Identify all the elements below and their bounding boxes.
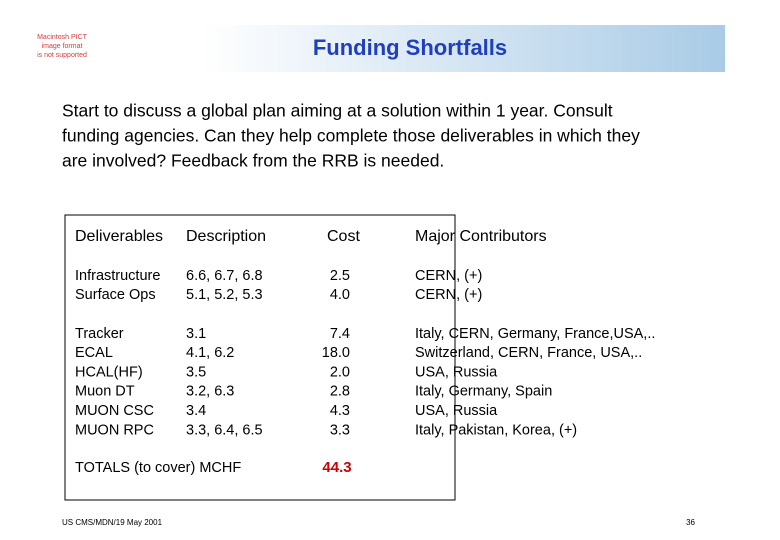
- table-cell: USA, Russia: [415, 403, 498, 419]
- table-cell: CERN, (+): [415, 287, 482, 303]
- table-cell: CERN, (+): [415, 268, 482, 284]
- table-cell: Italy, CERN, Germany, France,USA,..: [415, 326, 655, 342]
- table-cell: USA, Russia: [415, 364, 498, 380]
- table-cell: 18.0: [322, 345, 350, 361]
- table-cell: 5.1, 5.2, 5.3: [186, 287, 263, 303]
- placeholder-text: image format: [42, 43, 83, 50]
- footer-source: US CMS/MDN/19 May 2001: [62, 518, 163, 527]
- table-cell: 2.8: [330, 384, 350, 400]
- table-cell: 6.6, 6.7, 6.8: [186, 268, 263, 284]
- table-cell: 3.3, 6.4, 6.5: [186, 422, 263, 438]
- column-header: Cost: [327, 228, 360, 245]
- table-cell: 2.0: [330, 364, 350, 380]
- table-cell: 2.5: [330, 268, 350, 284]
- table-cell: Tracker: [75, 326, 124, 342]
- totals-label: TOTALS (to cover) MCHF: [75, 460, 241, 476]
- table-cell: 4.0: [330, 287, 350, 303]
- totals-value: 44.3: [322, 459, 351, 476]
- column-header: Description: [186, 228, 266, 245]
- body-line: Start to discuss a global plan aiming at…: [62, 101, 613, 121]
- table-cell: 3.4: [186, 403, 206, 419]
- table-cell: ECAL: [75, 345, 113, 361]
- table-cell: HCAL(HF): [75, 364, 143, 380]
- table-cell: 3.2, 6.3: [186, 384, 234, 400]
- table-cell: MUON CSC: [75, 403, 154, 419]
- table-cell: 3.5: [186, 364, 206, 380]
- table-cell: 7.4: [330, 326, 350, 342]
- table-cell: Surface Ops: [75, 287, 156, 303]
- title-bar: [200, 25, 725, 72]
- table-cell: 4.1, 6.2: [186, 345, 234, 361]
- table-cell: Italy, Germany, Spain: [415, 384, 552, 400]
- page-number: 36: [686, 518, 695, 527]
- title: Funding Shortfalls: [313, 35, 507, 60]
- body-line: are involved? Feedback from the RRB is n…: [62, 151, 444, 171]
- table-border: [64, 214, 456, 501]
- body-line: funding agencies. Can they help complete…: [62, 126, 640, 146]
- table-cell: 3.1: [186, 326, 206, 342]
- table-cell: Italy, Pakistan, Korea, (+): [415, 422, 577, 438]
- table-cell: MUON RPC: [75, 422, 154, 438]
- column-header: Deliverables: [75, 228, 163, 245]
- placeholder-text: Macintosh PICT: [37, 34, 88, 41]
- placeholder-text: is not supported: [37, 52, 87, 59]
- table-cell: 3.3: [330, 422, 350, 438]
- table-cell: Switzerland, CERN, France, USA,..: [415, 345, 642, 361]
- table-cell: Muon DT: [75, 384, 135, 400]
- table-cell: Infrastructure: [75, 268, 160, 284]
- table-cell: 4.3: [330, 403, 350, 419]
- column-header: Major Contributors: [415, 228, 547, 245]
